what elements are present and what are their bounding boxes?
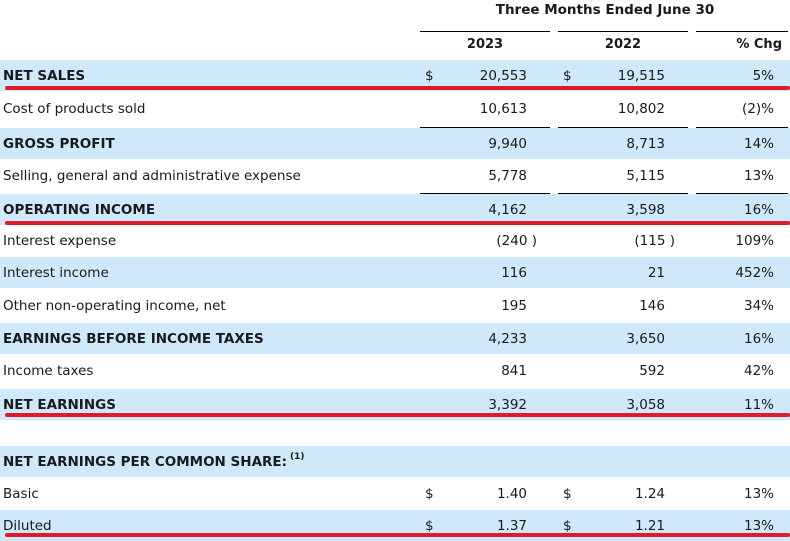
value-2023: 841: [501, 362, 527, 379]
row-label: Interest income: [3, 264, 109, 281]
column-header-2023: 2023: [420, 31, 550, 57]
value-2023: 5,778: [488, 167, 527, 184]
eps-section-title: NET EARNINGS PER COMMON SHARE:: [3, 453, 288, 470]
value-pct-change: 16%: [743, 201, 774, 218]
subtotal-rule: [558, 193, 688, 194]
value-pct-change: 13%: [743, 517, 774, 534]
value-pct-change: 42%: [743, 362, 774, 379]
eps-section-header: NET EARNINGS PER COMMON SHARE: (1): [0, 446, 790, 477]
value-2023: 20,553: [479, 67, 527, 84]
value-2022: 21: [647, 264, 665, 281]
highlight-underline: [5, 533, 790, 537]
value-pct-change: 13%: [743, 485, 774, 502]
subtotal-rule: [696, 127, 788, 128]
value-2022: 3,650: [626, 330, 665, 347]
currency-symbol: $: [563, 67, 572, 84]
value-2023: (240 ): [496, 232, 537, 249]
currency-symbol: $: [425, 485, 434, 502]
value-pct-change: 14%: [743, 135, 774, 152]
row-label: GROSS PROFIT: [3, 135, 115, 152]
row-label: NET EARNINGS: [3, 396, 116, 413]
currency-symbol: $: [563, 485, 572, 502]
value-pct-change: (2)%: [742, 100, 774, 117]
footnote-marker: (1): [290, 451, 305, 462]
value-2022: 592: [639, 362, 665, 379]
value-pct-change: 16%: [743, 330, 774, 347]
row-label: NET SALES: [3, 67, 86, 84]
column-header-pct-change: % Chg: [696, 31, 788, 56]
value-2023: 3,392: [488, 396, 527, 413]
value-2023: 4,162: [488, 201, 527, 218]
highlight-underline: [5, 86, 790, 90]
period-title: Three Months Ended June 30: [495, 2, 715, 18]
table-row-earnings-before-income-taxes: EARNINGS BEFORE INCOME TAXES 4,233 3,650…: [0, 323, 790, 354]
row-label: Basic: [3, 485, 39, 502]
value-pct-change: 452%: [735, 264, 774, 281]
column-header-2022: 2022: [558, 31, 688, 57]
value-pct-change: 11%: [743, 396, 774, 413]
value-2022: 1.24: [634, 485, 665, 502]
table-row-other-non-operating-income: Other non-operating income, net 195 146 …: [0, 290, 790, 321]
table-row-gross-profit: GROSS PROFIT 9,940 8,713 14%: [0, 128, 790, 159]
subtotal-rule: [696, 193, 788, 194]
table-row-interest-expense: Interest expense (240 ) (115 ) 109%: [0, 225, 790, 256]
value-2022: 10,802: [617, 100, 665, 117]
table-row-cost-of-products-sold: Cost of products sold 10,613 10,802 (2)%: [0, 93, 790, 124]
currency-symbol: $: [563, 517, 572, 534]
value-pct-change: 34%: [743, 297, 774, 314]
value-2023: 1.40: [496, 485, 527, 502]
table-row-interest-income: Interest income 116 21 452%: [0, 257, 790, 288]
value-2023: 9,940: [488, 135, 527, 152]
eps-section-title-wrap: NET EARNINGS PER COMMON SHARE: (1): [3, 446, 305, 477]
value-pct-change: 5%: [752, 67, 774, 84]
highlight-underline: [5, 413, 790, 417]
table-row-eps-basic: Basic $ 1.40 $ 1.24 13%: [0, 478, 790, 509]
table-row-net-sales: NET SALES $ 20,553 $ 19,515 5%: [0, 60, 790, 91]
row-label: Diluted: [3, 517, 52, 534]
value-2022: 19,515: [617, 67, 665, 84]
value-pct-change: 109%: [735, 232, 774, 249]
row-label: Cost of products sold: [3, 100, 146, 117]
value-pct-change: 13%: [743, 167, 774, 184]
value-2023: 195: [501, 297, 527, 314]
value-2022: 8,713: [626, 135, 665, 152]
value-2022: 146: [639, 297, 665, 314]
table-row-sga-expense: Selling, general and administrative expe…: [0, 160, 790, 191]
currency-symbol: $: [425, 517, 434, 534]
value-2023: 1.37: [496, 517, 527, 534]
value-2022: 3,058: [626, 396, 665, 413]
value-2022: (115 ): [634, 232, 675, 249]
row-label: EARNINGS BEFORE INCOME TAXES: [3, 330, 264, 347]
subtotal-rule: [558, 127, 688, 128]
currency-symbol: $: [425, 67, 434, 84]
highlight-underline: [5, 221, 790, 225]
row-label: OPERATING INCOME: [3, 201, 156, 218]
row-label: Other non-operating income, net: [3, 297, 226, 314]
subtotal-rule: [420, 127, 550, 128]
table-row-operating-income: OPERATING INCOME 4,162 3,598 16%: [0, 194, 790, 225]
row-label: Income taxes: [3, 362, 94, 379]
value-2023: 4,233: [488, 330, 527, 347]
value-2023: 116: [501, 264, 527, 281]
table-row-income-taxes: Income taxes 841 592 42%: [0, 355, 790, 386]
row-label: Interest expense: [3, 232, 117, 249]
value-2022: 1.21: [634, 517, 665, 534]
value-2022: 5,115: [626, 167, 665, 184]
value-2022: 3,598: [626, 201, 665, 218]
row-label: Selling, general and administrative expe…: [3, 167, 301, 184]
subtotal-rule: [420, 193, 550, 194]
value-2023: 10,613: [479, 100, 527, 117]
